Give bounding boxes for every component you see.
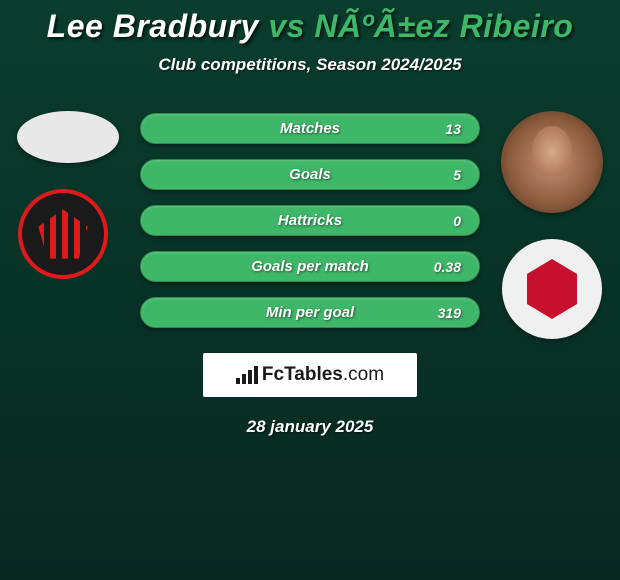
stat-label: Hattricks: [159, 212, 461, 229]
stat-label: Goals per match: [159, 258, 461, 275]
stat-label: Goals: [159, 166, 461, 183]
player1-avatar: [17, 111, 119, 163]
stat-value: 0.38: [434, 259, 461, 275]
stat-label: Matches: [159, 120, 461, 137]
stat-value: 0: [453, 213, 461, 229]
stat-value: 5: [453, 167, 461, 183]
title: Lee Bradbury vs NÃºÃ±ez Ribeiro: [0, 8, 620, 45]
subtitle: Club competitions, Season 2024/2025: [0, 55, 620, 75]
player2-name: NÃºÃ±ez Ribeiro: [314, 8, 573, 44]
stat-value: 319: [438, 305, 461, 321]
player1-name: Lee Bradbury: [47, 8, 259, 44]
stat-row-min-per-goal: Min per goal 319: [140, 297, 480, 328]
left-column: [14, 111, 122, 279]
stats-list: Matches 13 Goals 5 Hattricks 0 Goals per…: [140, 113, 480, 328]
stat-row-hattricks: Hattricks 0: [140, 205, 480, 236]
player2-club-badge: [502, 239, 602, 329]
comparison-card: Lee Bradbury vs NÃºÃ±ez Ribeiro Club com…: [0, 0, 620, 437]
player1-club-badge: [18, 189, 118, 279]
stat-label: Min per goal: [159, 304, 461, 321]
branding-text: FcTables.com: [262, 364, 384, 386]
branding-domain: .com: [343, 364, 384, 385]
vs-text: vs: [268, 8, 305, 44]
branding-name: FcTables: [262, 364, 343, 385]
date-text: 28 january 2025: [0, 417, 620, 437]
bournemouth-crest: [18, 189, 108, 279]
stat-row-goals: Goals 5: [140, 159, 480, 190]
right-column: [498, 111, 606, 329]
chart-icon: [236, 366, 258, 384]
stat-value: 13: [445, 121, 461, 137]
liverpool-crest: [502, 239, 602, 339]
branding-badge: FcTables.com: [203, 353, 417, 397]
stats-area: Matches 13 Goals 5 Hattricks 0 Goals per…: [0, 111, 620, 329]
player2-avatar: [501, 111, 603, 213]
stat-row-goals-per-match: Goals per match 0.38: [140, 251, 480, 282]
stat-row-matches: Matches 13: [140, 113, 480, 144]
